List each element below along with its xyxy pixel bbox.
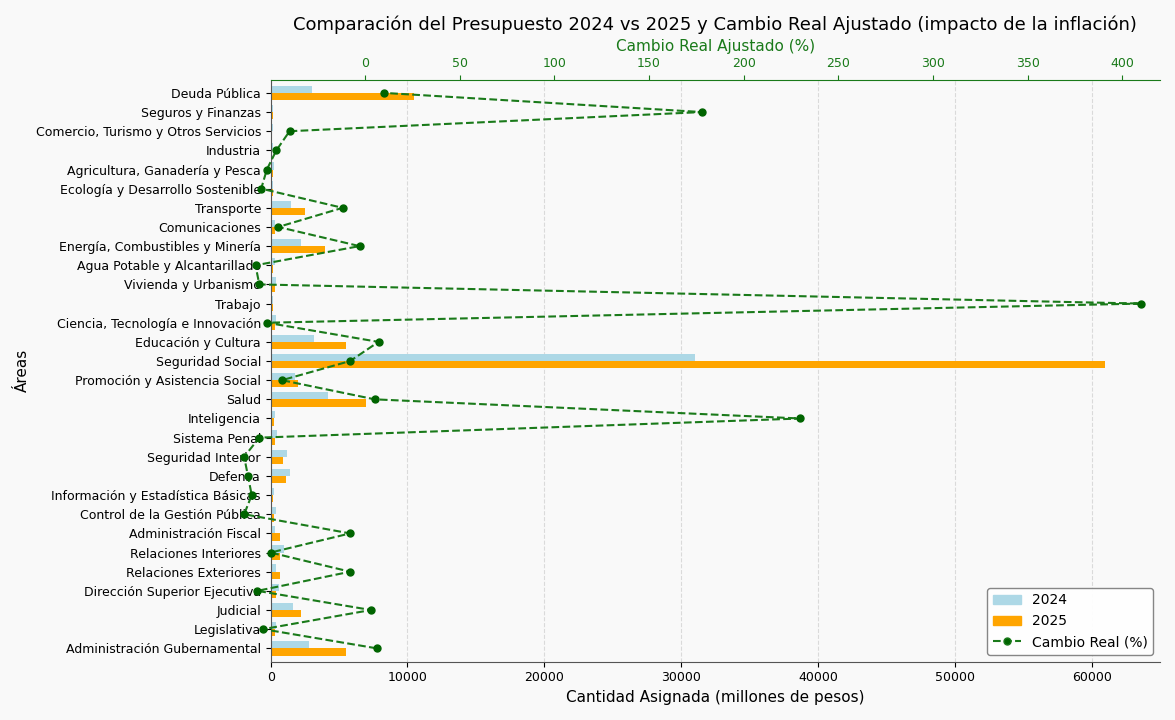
X-axis label: Cantidad Asignada (millones de pesos): Cantidad Asignada (millones de pesos) [566, 690, 865, 705]
Bar [270, 335, 315, 342]
Bar [270, 239, 301, 246]
Bar [270, 534, 280, 541]
Bar [270, 603, 293, 610]
Bar [270, 584, 278, 591]
Bar [270, 431, 277, 438]
Bar [270, 488, 274, 495]
Bar [270, 526, 275, 534]
Bar [270, 380, 298, 387]
Bar [270, 400, 367, 407]
Bar [270, 648, 345, 656]
Bar [270, 629, 275, 636]
Bar [270, 124, 274, 131]
Bar [270, 641, 309, 648]
Bar [270, 572, 280, 579]
X-axis label: Cambio Real Ajustado (%): Cambio Real Ajustado (%) [616, 39, 815, 54]
Bar [270, 93, 415, 100]
Bar [270, 323, 275, 330]
Bar [270, 361, 1106, 369]
Bar [270, 297, 273, 304]
Bar [270, 507, 276, 514]
Bar [270, 208, 304, 215]
Bar [270, 392, 328, 400]
Bar [270, 201, 291, 208]
Bar [270, 342, 345, 349]
Bar [270, 246, 325, 253]
Bar [270, 86, 311, 93]
Bar [270, 354, 694, 361]
Bar [270, 564, 276, 572]
Bar [270, 143, 273, 150]
Bar [270, 112, 274, 120]
Bar [270, 277, 276, 284]
Legend: 2024, 2025, Cambio Real (%): 2024, 2025, Cambio Real (%) [987, 588, 1153, 654]
Bar [270, 438, 275, 445]
Bar [270, 169, 274, 177]
Bar [270, 284, 275, 292]
Bar [270, 591, 276, 598]
Bar [270, 315, 276, 323]
Bar [270, 220, 275, 227]
Bar [270, 469, 290, 476]
Bar [270, 411, 275, 418]
Bar [270, 418, 274, 426]
Y-axis label: Áreas: Áreas [15, 349, 31, 392]
Bar [270, 150, 273, 158]
Bar [270, 456, 283, 464]
Bar [270, 181, 274, 189]
Bar [270, 545, 284, 552]
Bar [270, 304, 273, 311]
Bar [270, 622, 276, 629]
Bar [270, 189, 273, 196]
Bar [270, 162, 274, 169]
Bar [270, 552, 280, 560]
Bar [270, 131, 273, 138]
Bar [270, 265, 274, 273]
Bar [270, 373, 295, 380]
Title: Comparación del Presupuesto 2024 vs 2025 y Cambio Real Ajustado (impacto de la i: Comparación del Presupuesto 2024 vs 2025… [294, 15, 1137, 34]
Bar [270, 227, 275, 234]
Bar [270, 449, 287, 456]
Bar [270, 258, 275, 265]
Bar [270, 610, 301, 617]
Bar [270, 514, 275, 521]
Bar [270, 476, 286, 483]
Bar [270, 495, 273, 503]
Bar [270, 105, 274, 112]
